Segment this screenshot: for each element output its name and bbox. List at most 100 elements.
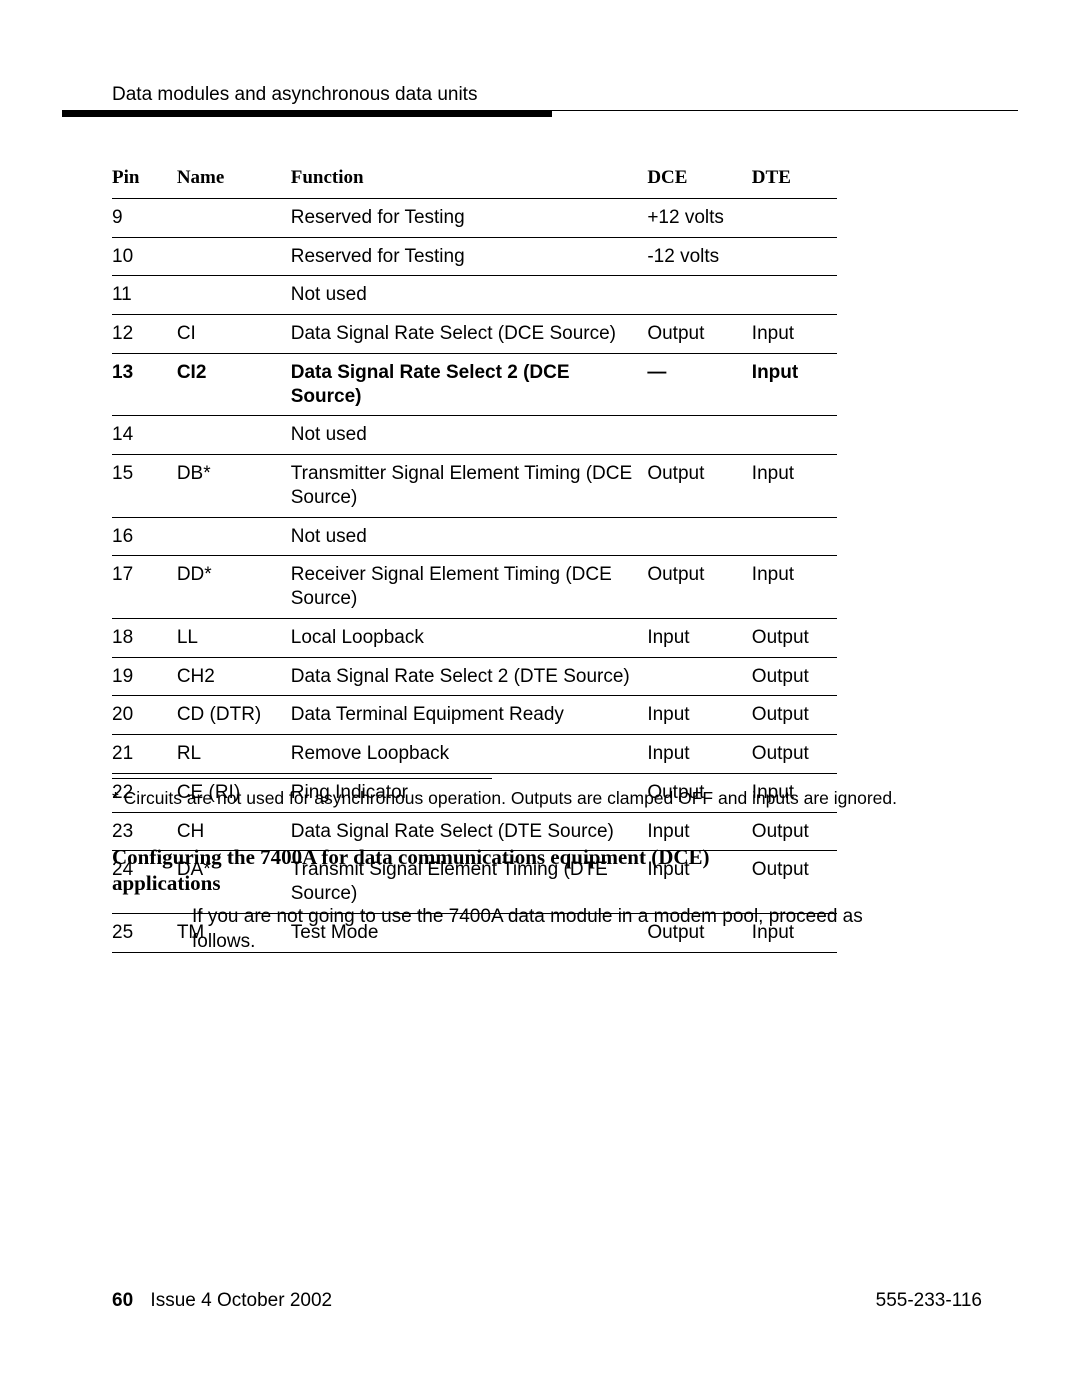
table-row: 12CIData Signal Rate Select (DCE Source)… [112,315,837,354]
cell-function: Receiver Signal Element Timing (DCE Sour… [291,556,648,619]
table-row: 10 Reserved for Testing-12 volts [112,237,837,276]
table-row: 11 Not used [112,276,837,315]
running-head: Data modules and asynchronous data units [112,84,477,106]
page-footer: 60 Issue 4 October 2002 555-233-116 [112,1290,982,1312]
table-body: 9 Reserved for Testing+12 volts 10 Reserved… [112,198,837,952]
cell-pin: 19 [112,657,177,696]
col-pin-header: Pin [112,160,177,198]
cell-dce [647,517,751,556]
col-dce-header: DCE [647,160,751,198]
cell-pin: 11 [112,276,177,315]
footnote-rule [112,778,492,779]
table-row: 20CD (DTR)Data Terminal Equipment ReadyI… [112,696,837,735]
table-row: 17DD*Receiver Signal Element Timing (DCE… [112,556,837,619]
cell-function: Not used [291,517,648,556]
cell-name: CI [177,315,291,354]
cell-function: Data Signal Rate Select 2 (DTE Source) [291,657,648,696]
cell-name [177,276,291,315]
cell-function: Reserved for Testing [291,198,648,237]
cell-pin: 12 [112,315,177,354]
table-row: 13CI2Data Signal Rate Select 2 (DCE Sour… [112,353,837,416]
col-dte-header: DTE [752,160,837,198]
header-rule-thick [62,111,552,117]
cell-dte [752,198,837,237]
cell-pin: 21 [112,735,177,774]
cell-pin: 10 [112,237,177,276]
cell-function: Reserved for Testing [291,237,648,276]
page-number: 60 [112,1290,133,1311]
cell-name [177,237,291,276]
cell-dce: Input [647,618,751,657]
cell-function: Transmitter Signal Element Timing (DCE S… [291,455,648,518]
pinout-table: Pin Name Function DCE DTE 9 Reserved for … [112,160,837,953]
cell-name: DD* [177,556,291,619]
cell-name: CI2 [177,353,291,416]
cell-dte: Output [752,657,837,696]
cell-dte: Output [752,812,837,851]
cell-dce: Input [647,696,751,735]
col-name-header: Name [177,160,291,198]
cell-dte: Output [752,618,837,657]
cell-pin: 25 [112,913,177,952]
page: Data modules and asynchronous data units… [62,0,1018,1397]
cell-dte: Input [752,315,837,354]
cell-name: RL [177,735,291,774]
cell-name [177,517,291,556]
cell-name: DB* [177,455,291,518]
cell-dte: Input [752,353,837,416]
cell-dte: Output [752,851,837,914]
col-function-header: Function [291,160,648,198]
cell-function: Data Terminal Equipment Ready [291,696,648,735]
table-row: 15DB*Transmitter Signal Element Timing (… [112,455,837,518]
cell-dte: Input [752,455,837,518]
cell-dte: Output [752,735,837,774]
cell-dce [647,416,751,455]
cell-name: LL [177,618,291,657]
cell-dce: Output [647,556,751,619]
cell-dte [752,517,837,556]
cell-dce: Output [647,315,751,354]
table-row: 21RLRemove LoopbackInputOutput [112,735,837,774]
cell-pin: 18 [112,618,177,657]
cell-dte [752,237,837,276]
cell-dce: -12 volts [647,237,751,276]
cell-dce: — [647,353,751,416]
cell-dce: +12 volts [647,198,751,237]
cell-name: CD (DTR) [177,696,291,735]
table-row: 18LLLocal LoopbackInputOutput [112,618,837,657]
cell-dte [752,276,837,315]
table-row: 9 Reserved for Testing+12 volts [112,198,837,237]
table-row: 19CH2Data Signal Rate Select 2 (DTE Sour… [112,657,837,696]
cell-function: Local Loopback [291,618,648,657]
section-heading: Configuring the 7400A for data communica… [112,844,712,897]
table-header-row: Pin Name Function DCE DTE [112,160,837,198]
cell-dte: Input [752,556,837,619]
cell-function: Data Signal Rate Select 2 (DCE Source) [291,353,648,416]
cell-function: Not used [291,416,648,455]
table-row: 16 Not used [112,517,837,556]
doc-number: 555-233-116 [876,1290,982,1312]
cell-pin: 9 [112,198,177,237]
cell-function: Not used [291,276,648,315]
cell-pin: 13 [112,353,177,416]
cell-name [177,416,291,455]
cell-dce [647,657,751,696]
cell-pin: 17 [112,556,177,619]
cell-function: Data Signal Rate Select (DCE Source) [291,315,648,354]
cell-function: Remove Loopback [291,735,648,774]
cell-pin: 15 [112,455,177,518]
cell-pin: 20 [112,696,177,735]
cell-dce: Input [647,735,751,774]
cell-pin: 16 [112,517,177,556]
cell-pin: 14 [112,416,177,455]
cell-dce: Output [647,455,751,518]
issue-text: Issue 4 October 2002 [150,1290,332,1311]
cell-name [177,198,291,237]
table-row: 14 Not used [112,416,837,455]
cell-dte [752,416,837,455]
footnote-text: * Circuits are not used for asynchronous… [112,788,972,809]
cell-dte: Output [752,696,837,735]
cell-dce [647,276,751,315]
table-head: Pin Name Function DCE DTE [112,160,837,198]
body-paragraph: If you are not going to use the 7400A da… [192,905,882,954]
